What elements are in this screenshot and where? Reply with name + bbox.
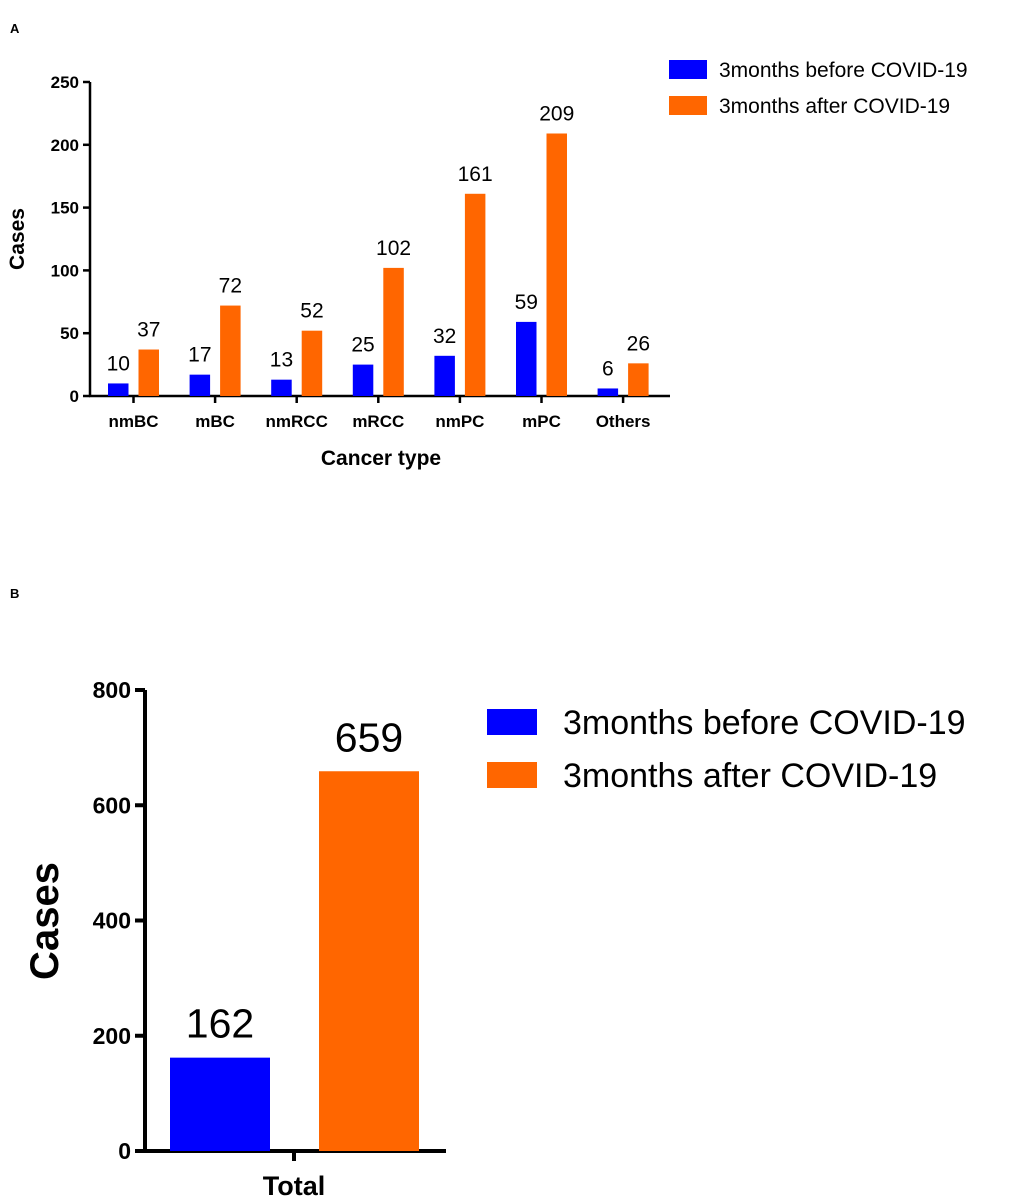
panel-b-y-tick-label: 0 [118, 1138, 131, 1164]
panel-a-plot: 0 50 100 150 200 250 nmBC 10 37 mBC 17 72 nmRCC 13 52 m… [51, 73, 651, 431]
panel-a-data-label-after: 52 [300, 300, 323, 323]
panel-a-y-tick-label: 150 [51, 199, 79, 218]
legend-b-swatch-before [487, 709, 537, 735]
panel-a-data-label-after: 37 [137, 319, 160, 342]
legend-a-label-before: 3months before COVID-19 [719, 59, 968, 82]
panel-a-category-label: mBC [195, 412, 235, 431]
panel-a-y-tick-label: 250 [51, 73, 79, 92]
panel-a-data-label-before: 13 [270, 349, 293, 372]
panel-b-data-label-after: 659 [335, 714, 403, 760]
panel-b-bar-after [319, 771, 419, 1151]
panel-b-bar-before [170, 1057, 270, 1151]
panel-a-category-label: nmPC [435, 412, 484, 431]
panel-a-category-label: mPC [522, 412, 561, 431]
panel-a-data-label-after: 102 [376, 237, 411, 260]
panel-a-data-label-after: 161 [458, 163, 493, 186]
panel-b-plot: 0 200 400 600 800 Total 162 659 [93, 677, 419, 1199]
panel-b-data-label-before: 162 [186, 1001, 254, 1047]
panel-a-bar-after [464, 193, 486, 396]
panel-a-y-tick-label: 0 [70, 387, 79, 406]
panel-a-bar-before [597, 388, 619, 396]
panel-a-data-label-after: 72 [219, 275, 242, 298]
panel-a-bar-before [189, 374, 211, 396]
panel-a-y-tick-label: 50 [60, 324, 79, 343]
panel-b-y-tick-label: 600 [93, 792, 131, 818]
panel-a-data-label-before: 10 [107, 352, 130, 375]
legend-a-swatch-before [669, 60, 707, 79]
panel-a-data-label-after: 26 [627, 332, 650, 355]
panel-a-data-label-after: 209 [539, 102, 574, 125]
panel-b-y-tick-label: 800 [93, 677, 131, 703]
panel-a-y-tick-label: 200 [51, 136, 79, 155]
panel-b-y-tick-label: 200 [93, 1023, 131, 1049]
panel-a-bar-after [220, 305, 241, 396]
panel-a-bar-after [546, 133, 567, 396]
panel-a-bar-before [271, 379, 292, 396]
panel-a-bar-after [383, 267, 404, 396]
panel-a-y-tick-label: 100 [51, 261, 79, 280]
panel-a-bar-before [516, 321, 537, 396]
panel-a-bar-after [138, 349, 159, 396]
panel-a-bar-before [434, 355, 455, 396]
panel-a-data-label-before: 32 [433, 325, 456, 348]
panel-b-label: B [10, 586, 19, 601]
panel-b-y-axis-title: Cases [23, 862, 67, 980]
panel-a-category-label: mRCC [352, 412, 404, 431]
panel-a-bar-after [628, 363, 649, 396]
panel-a-category-label: nmBC [108, 412, 158, 431]
legend-a-swatch-after [669, 96, 707, 115]
panel-a-category-label: nmRCC [266, 412, 328, 431]
legend-b-label-before: 3months before COVID-19 [563, 704, 966, 742]
panel-b-category-label: Total [263, 1171, 326, 1199]
panel-a-bar-after [301, 330, 323, 396]
panel-a-category-label: Others [596, 412, 651, 431]
panel-b-y-tick-label: 400 [93, 908, 131, 934]
panel-a-x-axis-title: Cancer type [321, 447, 441, 470]
panel-a-data-label-before: 59 [515, 291, 538, 314]
panel-a-bar-before [108, 383, 129, 396]
panel-a-y-axis-title: Cases [6, 208, 29, 270]
panel-a-data-label-before: 25 [351, 334, 374, 357]
panel-a-data-label-before: 6 [602, 357, 614, 380]
panel-a-label: A [10, 21, 20, 36]
legend-b-label-after: 3months after COVID-19 [563, 757, 937, 795]
legend-a-label-after: 3months after COVID-19 [719, 95, 950, 118]
panel-a-data-label-before: 17 [188, 344, 211, 367]
legend-b-swatch-after [487, 762, 537, 788]
panel-a-bar-before [352, 364, 374, 396]
